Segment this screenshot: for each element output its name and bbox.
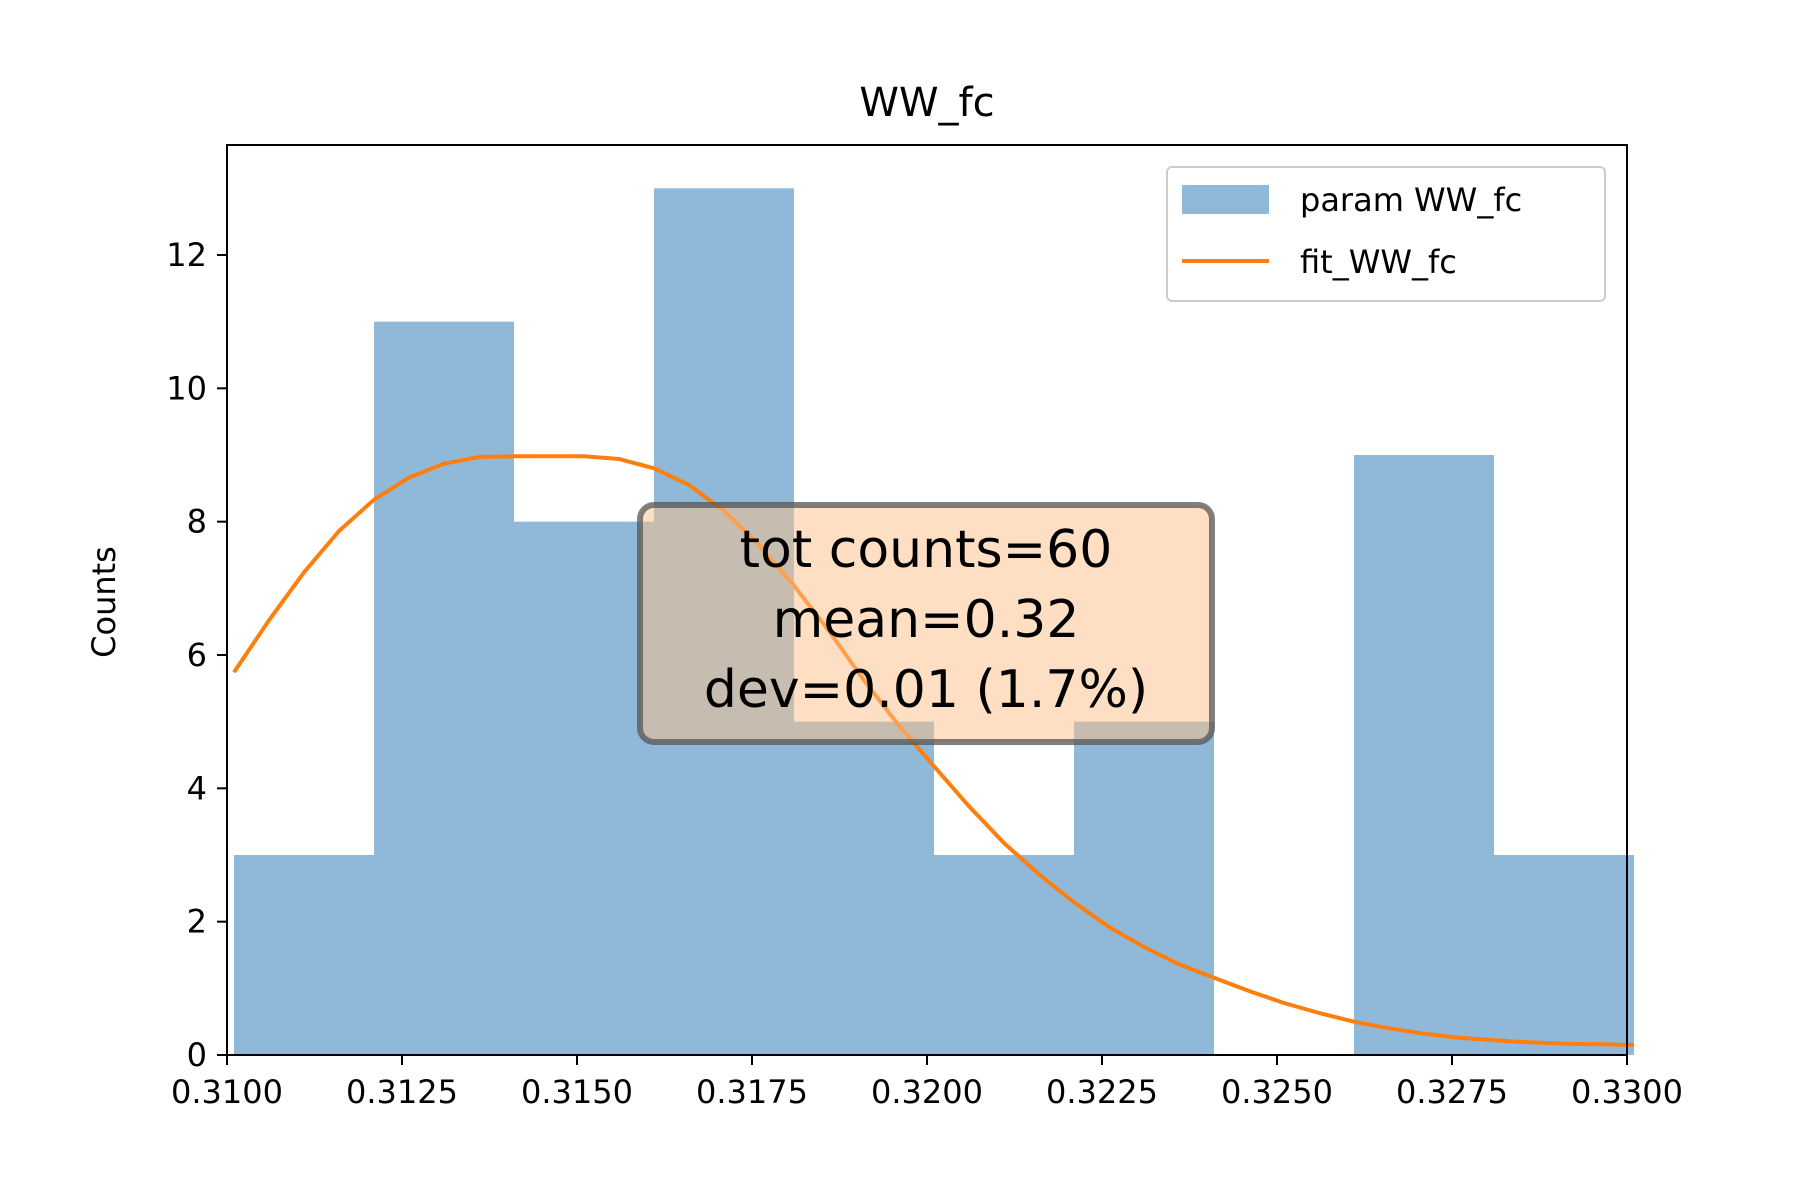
legend-frame [1166, 166, 1606, 302]
histogram-bar [1074, 721, 1214, 1055]
legend-label-param: param WW_fc [1300, 181, 1522, 219]
y-tick-label: 2 [187, 903, 207, 941]
x-tick-label: 0.3300 [1571, 1073, 1683, 1111]
y-tick-label: 8 [187, 503, 207, 541]
histogram-bar [234, 855, 374, 1055]
histogram-bar [514, 521, 654, 1055]
stats-box-background [637, 502, 1215, 745]
histogram-bar [1494, 855, 1634, 1055]
x-tick-label: 0.3275 [1396, 1073, 1508, 1111]
y-axis-label: Counts [85, 546, 123, 658]
x-tick-label: 0.3225 [1046, 1073, 1158, 1111]
x-tick-label: 0.3125 [346, 1073, 458, 1111]
histogram-bar [374, 321, 514, 1056]
y-tick-label: 6 [187, 636, 207, 674]
legend-swatch-param [1182, 185, 1269, 214]
x-axis: 0.3100 0.3125 0.3150 0.3175 0.3200 0.3225 0.32… [171, 1055, 1683, 1111]
x-tick-label: 0.3150 [521, 1073, 633, 1111]
chart-title: WW_fc [859, 80, 994, 126]
x-tick-label: 0.3175 [696, 1073, 808, 1111]
x-tick-label: 0.3250 [1221, 1073, 1333, 1111]
histogram-bar [934, 855, 1074, 1055]
stats-line-dev: dev=0.01 (1.7%) [704, 660, 1148, 720]
fit-curve [232, 454, 1635, 1047]
y-tick-label: 12 [166, 236, 207, 274]
y-tick-label: 0 [187, 1036, 207, 1074]
histogram-bars [234, 188, 1634, 1056]
stats-annotation: tot counts=60 mean=0.32 dev=0.01 (1.7%) [637, 502, 1215, 745]
y-tick-label: 4 [187, 769, 207, 807]
y-tick-label: 10 [166, 369, 207, 407]
legend: param WW_fc fit_WW_fc [1166, 166, 1606, 302]
stats-line-mean: mean=0.32 [773, 590, 1080, 650]
x-tick-label: 0.3100 [171, 1073, 283, 1111]
histogram-bar [1354, 455, 1494, 1055]
stats-line-counts: tot counts=60 [740, 520, 1113, 580]
y-axis: 0 2 4 6 8 10 12 [166, 236, 227, 1074]
legend-label-fit: fit_WW_fc [1300, 243, 1457, 281]
histogram-bar [794, 721, 934, 1055]
fit-curve-layer [232, 454, 1635, 1047]
x-tick-label: 0.3200 [871, 1073, 983, 1111]
